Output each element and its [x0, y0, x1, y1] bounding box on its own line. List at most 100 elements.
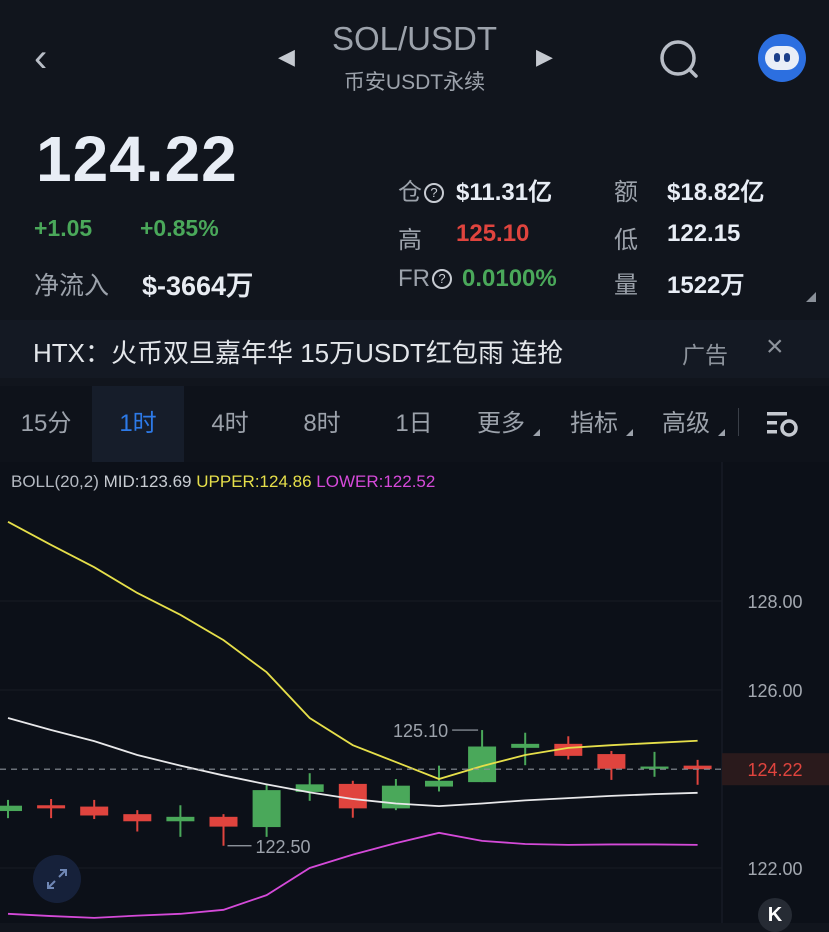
candle-body	[80, 806, 109, 816]
last-price-label: 124.22	[747, 760, 802, 780]
boll-name: BOLL(20,2)	[11, 472, 99, 491]
boll-upper: UPPER:124.86	[196, 472, 312, 491]
divider	[738, 408, 739, 436]
candle-body	[209, 816, 238, 827]
tab-label: 更多	[477, 410, 525, 437]
last-price: 124.22	[36, 123, 238, 195]
dropdown-triangle-icon	[533, 429, 540, 436]
candle-body	[683, 765, 712, 770]
tab-8h[interactable]: 8时	[276, 386, 368, 462]
high-label: 高	[398, 227, 422, 254]
candlestick-chart[interactable]: 128.00 126.00 122.00 124.22 125.10 122.50	[0, 462, 829, 923]
high-marker-label: 125.10	[393, 721, 448, 741]
scroll-to-latest-button[interactable]: K	[758, 898, 792, 932]
close-icon[interactable]: ×	[766, 330, 784, 363]
volume-value: 1522万	[667, 272, 745, 299]
fullscreen-icon[interactable]	[33, 855, 81, 903]
next-pair-icon[interactable]: ▶	[536, 44, 553, 69]
candle-body	[0, 805, 22, 812]
tab-1h[interactable]: 1时	[92, 386, 184, 462]
open-interest-value: $11.31亿	[456, 179, 553, 206]
candle	[166, 805, 195, 837]
chart-settings-icon[interactable]	[766, 408, 800, 440]
boll-lower: LOWER:122.52	[316, 472, 436, 491]
dropdown-triangle-icon	[718, 429, 725, 436]
low-label: 低	[614, 227, 638, 254]
candle	[80, 799, 109, 820]
tab-label: 15分	[20, 410, 72, 437]
funding-rate-value: 0.0100%	[462, 265, 557, 292]
tab-label: 指标	[570, 410, 618, 437]
candle-body	[511, 743, 540, 748]
dropdown-triangle-icon	[626, 429, 633, 436]
y-tick-label: 122.00	[747, 859, 802, 879]
back-button[interactable]: ‹	[34, 36, 48, 80]
volume-label: 量	[614, 272, 638, 299]
candle	[381, 779, 410, 811]
candle-body	[640, 766, 669, 769]
turnover-value: $18.82亿	[667, 179, 765, 206]
candle	[683, 759, 712, 785]
tab-label: 4时	[211, 410, 249, 437]
price-change-percent: +0.85%	[140, 215, 219, 241]
boll-mid: MID:123.69	[103, 472, 192, 491]
boll-lower-line	[7, 831, 698, 919]
candle	[209, 814, 238, 846]
turnover-label: 额	[614, 179, 638, 206]
candle	[252, 784, 281, 837]
tab-1d[interactable]: 1日	[368, 386, 460, 462]
tab-label: 1时	[119, 410, 157, 437]
candle-body	[123, 814, 152, 822]
pair-subtitle: 币安USDT永续	[343, 71, 486, 94]
ad-banner[interactable]	[0, 320, 829, 378]
expand-stats-icon[interactable]	[806, 292, 816, 302]
prev-pair-icon[interactable]: ◀	[278, 44, 295, 69]
tab-15m[interactable]: 15分	[0, 386, 92, 462]
funding-rate-label: FR?	[398, 265, 452, 293]
price-change: +1.05	[34, 215, 93, 241]
open-interest-label: 仓?	[398, 172, 444, 207]
net-inflow-value: $-3664万	[142, 271, 254, 301]
tab-4h[interactable]: 4时	[184, 386, 276, 462]
tab-label: 1日	[395, 410, 433, 437]
high-value: 125.10	[456, 220, 530, 247]
tab-advanced[interactable]: 高级	[655, 386, 725, 462]
low-marker-label: 122.50	[256, 837, 311, 857]
tab-indicators[interactable]: 指标	[563, 386, 633, 462]
help-icon[interactable]: ?	[424, 183, 444, 203]
candle	[640, 751, 669, 777]
funding-rate-label-text: FR	[398, 265, 430, 292]
avatar[interactable]	[758, 34, 806, 82]
candle-body	[252, 790, 281, 828]
candle-body	[338, 783, 367, 809]
candle-body	[295, 784, 324, 792]
tab-more[interactable]: 更多	[470, 386, 540, 462]
ad-tag: 广告	[682, 342, 728, 368]
boll-upper-line	[7, 520, 698, 780]
candle-body	[37, 805, 66, 809]
candle	[468, 730, 497, 783]
candle	[0, 799, 22, 819]
ad-text[interactable]: HTX：火币双旦嘉年华 15万USDT红包雨 连抢	[33, 338, 564, 368]
y-tick-label: 126.00	[747, 681, 802, 701]
candle	[511, 732, 540, 766]
tab-label: 8时	[303, 410, 341, 437]
candle	[597, 750, 626, 780]
tab-label: 高级	[662, 410, 710, 437]
search-icon[interactable]	[658, 38, 700, 80]
boll-legend: BOLL(20,2) MID:123.69 UPPER:124.86 LOWER…	[11, 472, 435, 492]
candle-body	[425, 780, 453, 787]
pair-title[interactable]: SOL/USDT	[331, 20, 498, 57]
candle-body	[597, 754, 626, 769]
chart-canvas[interactable]: 128.00 126.00 122.00 124.22 125.10 122.50	[0, 462, 829, 923]
low-value: 122.15	[667, 220, 741, 247]
candle	[295, 773, 324, 801]
bot-face-icon	[765, 46, 799, 70]
net-inflow-label: 净流入	[34, 272, 110, 300]
candle-body	[166, 816, 195, 822]
open-interest-label-text: 仓	[398, 179, 422, 206]
help-icon[interactable]: ?	[432, 269, 452, 289]
candle	[123, 810, 152, 832]
y-tick-label: 128.00	[747, 592, 802, 612]
boll-mid-line	[7, 717, 698, 808]
